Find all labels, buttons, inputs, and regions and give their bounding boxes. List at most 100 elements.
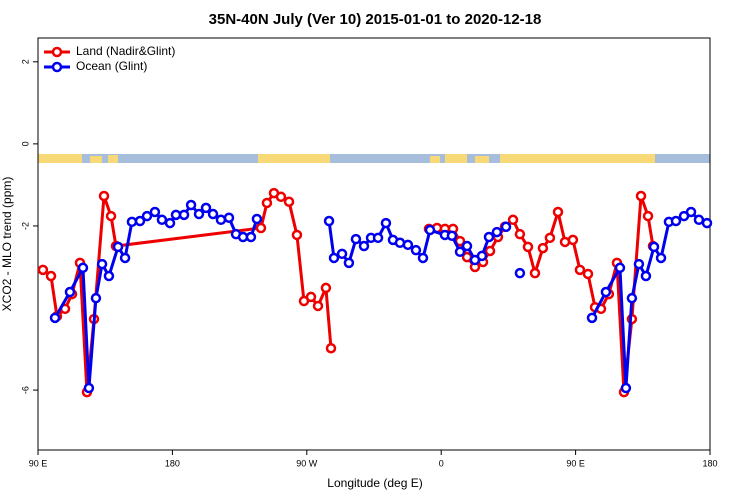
data-point [255, 222, 267, 234]
data-point [312, 300, 324, 312]
data-point [283, 196, 295, 207]
y-tick-label: -6 [20, 386, 30, 394]
data-point [635, 190, 647, 202]
data-point [446, 230, 458, 242]
data-point [491, 226, 503, 238]
data-point [37, 264, 49, 276]
data-point [633, 258, 645, 270]
y-axis-label: XCO2 - MLO trend (ppm) [0, 177, 14, 312]
data-point [96, 258, 108, 270]
data-point [200, 202, 212, 214]
data-point [98, 190, 110, 202]
data-point [685, 206, 697, 218]
data-point [552, 206, 564, 218]
data-point [693, 214, 705, 226]
data-point [484, 245, 496, 257]
data-point [320, 282, 332, 294]
data-point [119, 252, 131, 264]
data-point [45, 270, 57, 282]
x-tick-label: 0 [439, 458, 444, 468]
data-point [223, 212, 235, 223]
data-point [642, 210, 654, 222]
data-point [336, 248, 348, 260]
data-point [207, 208, 219, 220]
data-point [701, 217, 713, 229]
data-point [134, 215, 146, 227]
data-point [164, 217, 176, 229]
data-point [103, 270, 115, 282]
data-point [49, 312, 61, 324]
y-tick-label: 2 [20, 59, 30, 64]
data-point [586, 312, 598, 324]
data-point [77, 262, 89, 274]
data-point [325, 342, 337, 354]
data-point [567, 234, 579, 246]
y-tick-label: 0 [20, 141, 30, 146]
data-point [461, 240, 473, 252]
data-point [343, 257, 355, 269]
data-point [500, 221, 512, 233]
x-tick-label: 90 E [566, 458, 585, 468]
x-tick-label: 90 E [29, 458, 48, 468]
data-point [454, 246, 466, 258]
data-point [614, 262, 626, 274]
legend-marker [51, 46, 63, 58]
data-point [112, 241, 124, 253]
data-point [261, 197, 273, 209]
legend-label: Land (Nadir&Glint) [76, 44, 175, 58]
data-point [64, 286, 76, 298]
data-point [350, 233, 362, 245]
data-point [574, 264, 586, 276]
data-point [424, 224, 436, 236]
data-point [126, 216, 138, 228]
data-point [620, 382, 632, 394]
data-point [417, 252, 429, 264]
x-tick-label: 90 W [296, 458, 318, 468]
data-point [323, 215, 335, 227]
data-point [648, 241, 660, 253]
x-tick-label: 180 [702, 458, 717, 468]
data-point [178, 209, 190, 221]
data-point [582, 268, 594, 280]
land-ocean-strip [38, 154, 710, 163]
data-point [514, 228, 526, 240]
data-point [372, 232, 384, 244]
data-point [640, 270, 652, 282]
data-point [476, 250, 488, 262]
data-point [358, 240, 370, 252]
data-point [291, 229, 303, 241]
data-point [626, 292, 638, 304]
data-point [83, 382, 95, 394]
data-point [141, 210, 153, 222]
x-tick-label: 180 [165, 458, 180, 468]
data-point [537, 242, 549, 254]
data-point [600, 286, 612, 298]
data-point [670, 215, 682, 227]
data-point [156, 214, 168, 226]
data-point [245, 231, 257, 243]
chart-title: 35N-40N July (Ver 10) 2015-01-01 to 2020… [209, 11, 542, 28]
y-tick-label: -2 [20, 222, 30, 230]
data-point [380, 217, 392, 229]
data-point [507, 214, 519, 226]
data-point [185, 199, 197, 211]
x-axis-label: Longitude (deg E) [327, 476, 422, 490]
data-point [193, 208, 205, 220]
data-point [522, 241, 534, 253]
data-point [402, 239, 414, 251]
legend-marker [51, 61, 63, 73]
data-point [305, 291, 317, 303]
data-point [544, 232, 556, 244]
data-point [410, 244, 422, 256]
plot-frame [37, 37, 711, 451]
data-point [215, 214, 227, 226]
data-point [275, 191, 287, 203]
data-point [170, 209, 182, 221]
data-point [655, 252, 667, 264]
legend-label: Ocean (Glint) [76, 59, 147, 73]
data-point [483, 231, 495, 243]
data-point [90, 292, 102, 304]
data-point [149, 206, 161, 218]
data-point [328, 252, 340, 264]
